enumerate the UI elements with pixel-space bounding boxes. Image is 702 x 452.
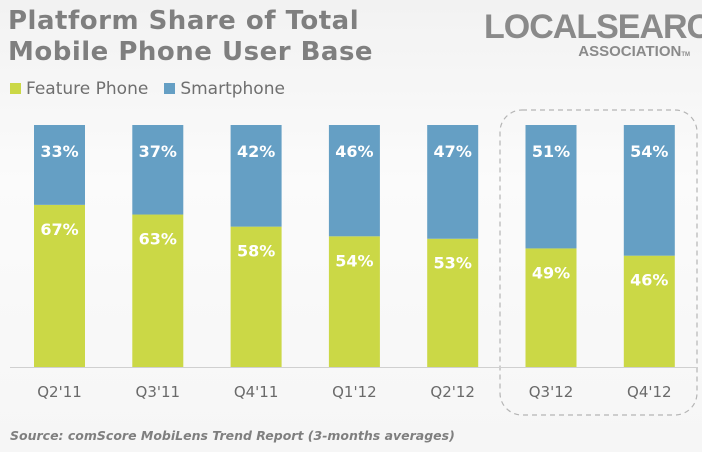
x-tick-5: Q3'12 — [529, 383, 574, 401]
x-tick-0: Q2'11 — [37, 383, 82, 401]
label-feature-3: 54% — [335, 251, 373, 270]
label-feature-5: 49% — [532, 263, 570, 282]
x-tick-4: Q2'12 — [430, 383, 475, 401]
label-feature-2: 58% — [237, 242, 275, 261]
logo-line2: ASSOCIATIONTM — [484, 44, 690, 63]
label-feature-0: 67% — [40, 220, 78, 239]
title-line-2: Mobile Phone User Base — [8, 37, 374, 67]
title-line-1: Platform Share of Total — [8, 6, 360, 36]
legend-swatch — [164, 83, 176, 94]
legend-label: Smartphone — [180, 79, 285, 99]
legend-smart: Smartphone — [164, 79, 285, 99]
bar-feature-3 — [328, 236, 380, 367]
label-feature-6: 46% — [630, 271, 668, 290]
bar-feature-5 — [525, 248, 577, 367]
bar-feature-6 — [623, 255, 675, 367]
bar-smart-2 — [230, 125, 282, 227]
logo-line2-text: ASSOCIATION — [578, 43, 682, 60]
source-note: Source: comScore MobiLens Trend Report (… — [10, 428, 455, 443]
label-feature-1: 63% — [139, 230, 177, 249]
bar-feature-1 — [132, 214, 184, 367]
label-feature-4: 53% — [434, 254, 472, 273]
bar-smart-5 — [525, 125, 577, 249]
legend: Feature Phone Smartphone — [10, 79, 285, 99]
legend-label: Feature Phone — [26, 79, 149, 99]
legend-feature: Feature Phone — [10, 79, 148, 99]
label-smart-2: 42% — [237, 142, 275, 161]
highlight-box — [499, 109, 698, 416]
logo-line1: LOCALSEARCH — [484, 8, 702, 46]
label-smart-3: 46% — [335, 142, 373, 161]
x-tick-2: Q4'11 — [234, 383, 279, 401]
bar-smart-0 — [34, 125, 85, 205]
logo: LOCALSEARCH ASSOCIATIONTM — [484, 8, 702, 63]
bar-smart-1 — [132, 125, 184, 215]
bar-feature-4 — [427, 238, 479, 367]
x-tick-6: Q4'12 — [627, 383, 672, 401]
bar-smart-6 — [623, 125, 675, 256]
bar-feature-0 — [34, 204, 85, 367]
label-smart-5: 51% — [532, 142, 570, 161]
bar-smart-4 — [427, 125, 479, 239]
chart-title: Platform Share of Total Mobile Phone Use… — [8, 6, 373, 68]
logo-tm: TM — [681, 52, 690, 58]
label-smart-0: 33% — [40, 142, 78, 161]
x-tick-1: Q3'11 — [136, 383, 181, 401]
legend-swatch — [10, 83, 21, 94]
bar-smart-3 — [328, 125, 380, 237]
bar-feature-2 — [230, 226, 282, 367]
x-tick-3: Q1'12 — [332, 383, 377, 401]
label-smart-6: 54% — [630, 142, 668, 161]
label-smart-1: 37% — [139, 142, 177, 161]
label-smart-4: 47% — [434, 142, 472, 161]
